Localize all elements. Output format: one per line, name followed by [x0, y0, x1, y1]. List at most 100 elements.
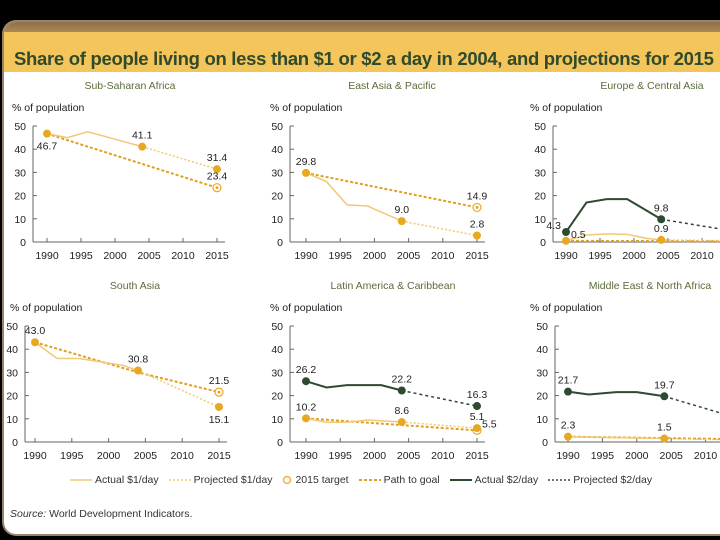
y-tick-label: 50 — [6, 321, 18, 333]
y-axis-label: % of population — [270, 102, 343, 114]
panel-title: South Asia — [110, 280, 160, 292]
legend-label: Projected $1/day — [193, 474, 273, 486]
data-label: 2.3 — [561, 420, 576, 432]
actual-1-day-line — [567, 435, 665, 440]
x-tick-label: 2005 — [137, 250, 161, 262]
y-tick-label: 40 — [6, 344, 18, 356]
actual-1-day-line — [305, 417, 402, 424]
projected-2-day-marker — [473, 402, 481, 411]
projected-1-day-marker — [473, 424, 481, 433]
actual-1-day-marker — [43, 129, 51, 138]
actual-1-day-marker — [657, 235, 666, 244]
y-tick-label: 20 — [271, 391, 283, 403]
actual-1-day-marker — [564, 432, 572, 441]
y-tick-label: 30 — [536, 367, 548, 379]
y-tick-label: 0 — [20, 237, 26, 249]
y-axis-label: % of population — [12, 102, 85, 114]
actual-2-day-marker — [660, 392, 669, 401]
x-tick-label: 2005 — [660, 450, 684, 462]
x-tick-label: 2000 — [622, 250, 646, 262]
x-tick-label: 1995 — [329, 450, 353, 462]
y-axis-label: % of population — [530, 102, 603, 114]
data-label: 0.9 — [654, 223, 669, 235]
x-tick-label: 1995 — [591, 450, 615, 462]
projected-1-day-line — [664, 437, 720, 441]
y-tick-label: 30 — [271, 167, 283, 179]
data-label: 2.8 — [470, 219, 485, 231]
legend-actual-2: Actual $2/day — [449, 474, 538, 486]
actual-1-day-line — [46, 131, 143, 148]
header-band: Share of people living on less than $1 o… — [4, 32, 720, 72]
x-tick-label: 1990 — [23, 450, 47, 462]
x-tick-label: 1995 — [69, 250, 93, 262]
actual-1-day-line — [34, 341, 139, 372]
projected-1-day-marker — [213, 165, 221, 174]
y-tick-label: 0 — [540, 237, 546, 249]
y-tick-label: 10 — [6, 414, 18, 426]
y-tick-label: 20 — [271, 191, 283, 203]
panel-east-asia-pacific: East Asia & Pacific % of population 0 10 20 3… — [270, 80, 489, 262]
y-tick-label: 0 — [277, 237, 283, 249]
legend-actual-1: Actual $1/day — [70, 474, 159, 486]
actual-2-day-marker — [564, 387, 572, 396]
data-label: 10.2 — [296, 401, 317, 413]
actual-2-day-line — [567, 390, 665, 398]
data-label: 9.0 — [394, 204, 409, 216]
data-label: 21.7 — [558, 375, 579, 387]
y-tick-label: 10 — [14, 214, 26, 226]
y-tick-label: 10 — [536, 414, 548, 426]
projected-1-day-line — [661, 239, 720, 242]
data-label: 21.5 — [209, 375, 230, 387]
y-tick-label: 20 — [536, 391, 548, 403]
data-label: 30.8 — [128, 354, 149, 366]
legend-projected-1: Projected $1/day — [168, 474, 273, 486]
x-tick-label: 2015 — [207, 450, 231, 462]
panel-title: Europe & Central Asia — [600, 80, 703, 92]
actual-2-day-marker — [397, 386, 406, 395]
data-label: 26.2 — [296, 364, 317, 376]
x-tick-label: 2000 — [103, 250, 127, 262]
path-to-goal-line — [305, 171, 478, 209]
actual-1-day-marker — [31, 338, 39, 347]
x-tick-label: 1990 — [554, 250, 578, 262]
panel-europe-central-asia: Europe & Central Asia % of population 0 10 2… — [530, 80, 720, 262]
actual-1-day-line — [565, 233, 662, 242]
y-axis-label: % of population — [270, 302, 343, 314]
data-label: 14.9 — [467, 190, 488, 202]
x-tick-label: 2010 — [171, 450, 195, 462]
data-label: 5.1 — [470, 411, 485, 423]
x-tick-label: 1995 — [329, 250, 353, 262]
data-label: 15.1 — [209, 414, 230, 426]
data-label: 46.7 — [37, 141, 58, 153]
y-tick-label: 50 — [271, 321, 283, 333]
projected-1-day-line — [401, 220, 478, 237]
legend-label: Actual $1/day — [95, 474, 159, 486]
x-tick-label: 2010 — [694, 450, 718, 462]
projected-1-day-line — [401, 421, 478, 429]
source-label: Source: — [10, 508, 47, 520]
x-tick-label: 2000 — [363, 250, 387, 262]
y-tick-label: 0 — [542, 437, 548, 449]
x-tick-label: 2015 — [465, 250, 489, 262]
x-tick-label: 2000 — [625, 450, 649, 462]
x-tick-label: 2015 — [465, 450, 489, 462]
x-tick-label: 1995 — [60, 450, 84, 462]
actual-2-day-marker — [562, 228, 570, 237]
figure-title: Share of people living on less than $1 o… — [14, 48, 714, 69]
source-text: World Development Indicators. — [46, 508, 193, 520]
x-tick-label: 2010 — [690, 250, 714, 262]
projected-1-day-line — [141, 145, 218, 170]
y-tick-label: 40 — [271, 144, 283, 156]
data-label: 5.5 — [482, 418, 497, 430]
y-tick-label: 50 — [271, 121, 283, 133]
projected-1-day-line — [137, 369, 220, 408]
x-tick-label: 2000 — [363, 450, 387, 462]
actual-2-day-marker — [657, 215, 666, 224]
legend-label: Path to goal — [383, 474, 440, 486]
actual-2-day-line — [565, 198, 662, 233]
actual-1-day-marker — [397, 418, 406, 427]
y-tick-label: 20 — [14, 191, 26, 203]
data-label: 22.2 — [392, 373, 413, 385]
panel-latin-america-caribbean: Latin America & Caribbean % of population… — [270, 280, 497, 462]
